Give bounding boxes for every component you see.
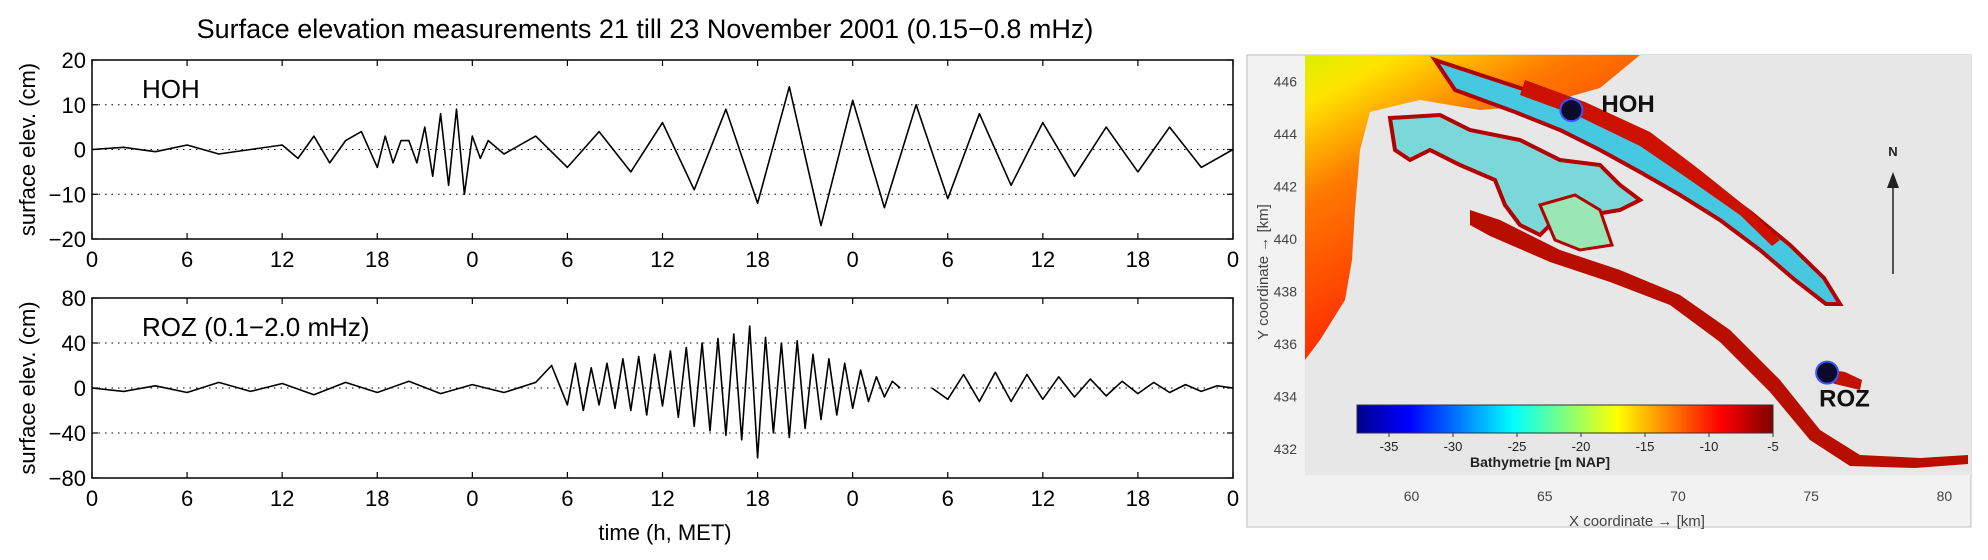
colorbar-label: Bathymetrie [m NAP] [1470, 454, 1610, 470]
map-x-tick-label: 60 [1404, 488, 1420, 504]
x-tick-label: 12 [650, 486, 674, 511]
colorbar-tick-label: -5 [1767, 439, 1779, 454]
panel-label: HOH [142, 74, 200, 104]
plot-frame [91, 297, 1234, 479]
north-label: N [1888, 144, 1897, 159]
map-x-tick-label: 65 [1537, 488, 1553, 504]
series-line [91, 325, 901, 459]
bathymetry-map: -35 -30 -25 -20 -15 -10 -5 Bathymetrie [m NAP]… [1246, 54, 1972, 530]
station-label: HOH [1601, 91, 1654, 118]
x-tick-label: 18 [745, 247, 769, 272]
map-y-tick-label: 438 [1274, 283, 1298, 299]
x-tick-label: 12 [270, 486, 294, 511]
x-tick-label: 0 [86, 247, 98, 272]
figure-title: Surface elevation measurements 21 till 2… [197, 14, 1094, 44]
y-tick-label: 20 [62, 48, 86, 73]
x-tick-label: 12 [1031, 247, 1055, 272]
colorbar-tick-label: -20 [1572, 439, 1591, 454]
map-y-tick-label: 440 [1274, 231, 1298, 247]
x-tick-label: 0 [847, 247, 859, 272]
colorbar-tick-label: -10 [1700, 439, 1719, 454]
y-tick-label: 0 [74, 376, 86, 401]
shore-dam [1520, 80, 1780, 246]
map-y-tick-label: 442 [1274, 178, 1298, 194]
x-tick-label: 0 [847, 486, 859, 511]
x-tick-label: 0 [86, 486, 98, 511]
x-tick-label: 6 [181, 247, 193, 272]
x-tick-label: 18 [1126, 486, 1150, 511]
x-tick-label: 6 [942, 486, 954, 511]
map-axes: 60 65 70 75 80 446 444 442 440 438 436 434 432 [1274, 73, 1953, 504]
y-axis-label: surface elev. (cm) [15, 301, 40, 474]
colorbar-tick-label: -30 [1444, 439, 1463, 454]
nieuwe-waterweg [1470, 210, 1968, 468]
stations: HOH ROZ [1559, 91, 1870, 413]
station-marker [1815, 360, 1840, 385]
map-y-tick-label: 432 [1274, 441, 1298, 457]
colorbar-tick-label: -25 [1508, 439, 1527, 454]
y-tick-label: −40 [49, 421, 86, 446]
sea-area [1305, 55, 1640, 360]
map-x-tick-label: 70 [1670, 488, 1686, 504]
x-tick-label: 12 [1031, 486, 1055, 511]
y-tick-label: −20 [49, 227, 86, 252]
map-x-label: X coordinate → [km] [1569, 513, 1705, 530]
y-tick-label: −10 [49, 182, 86, 207]
map-y-label: Y coordinate → [km] [1255, 204, 1272, 340]
x-tick-label: 6 [942, 247, 954, 272]
map-y-tick-label: 436 [1274, 336, 1298, 352]
colorbar [1356, 404, 1774, 434]
x-tick-label: 12 [650, 247, 674, 272]
y-tick-label: 40 [62, 331, 86, 356]
station-label: ROZ [1819, 386, 1870, 413]
north-arrow-head [1887, 172, 1899, 188]
x-tick-label: 18 [365, 486, 389, 511]
x-axis-label: time (h, MET) [598, 520, 731, 545]
map-y-tick-label: 444 [1274, 126, 1298, 142]
x-tick-label: 0 [466, 486, 478, 511]
y-tick-label: 10 [62, 93, 86, 118]
x-tick-label: 18 [365, 247, 389, 272]
colorbar-tick-label: -35 [1380, 439, 1399, 454]
harbour-mid [1537, 193, 1614, 252]
y-tick-label: 80 [62, 286, 86, 311]
map-x-tick-label: 80 [1937, 488, 1953, 504]
y-tick-label: 0 [74, 138, 86, 163]
y-axis-label: surface elev. (cm) [15, 63, 40, 236]
north-arrow: N [1887, 144, 1899, 274]
map-y-tick-label: 434 [1274, 388, 1298, 404]
plot-frame [91, 59, 1234, 240]
x-tick-label: 0 [1227, 486, 1239, 511]
x-tick-label: 6 [181, 486, 193, 511]
colorbar-tick-label: -15 [1636, 439, 1655, 454]
x-tick-label: 0 [1227, 247, 1239, 272]
x-tick-label: 18 [745, 486, 769, 511]
x-tick-label: 6 [561, 486, 573, 511]
map-y-tick-label: 446 [1274, 73, 1298, 89]
y-tick-label: −80 [49, 466, 86, 491]
series-line [931, 371, 1234, 403]
x-tick-label: 12 [270, 247, 294, 272]
x-tick-label: 6 [561, 247, 573, 272]
panel-label: ROZ (0.1−2.0 mHz) [142, 312, 370, 342]
colorbar-ticks: -35 -30 -25 -20 -15 -10 -5 [1380, 433, 1779, 454]
station-marker [1559, 98, 1584, 123]
series-line [91, 86, 1234, 227]
x-tick-label: 18 [1126, 247, 1150, 272]
map-x-tick-label: 75 [1803, 488, 1819, 504]
x-tick-label: 0 [466, 247, 478, 272]
